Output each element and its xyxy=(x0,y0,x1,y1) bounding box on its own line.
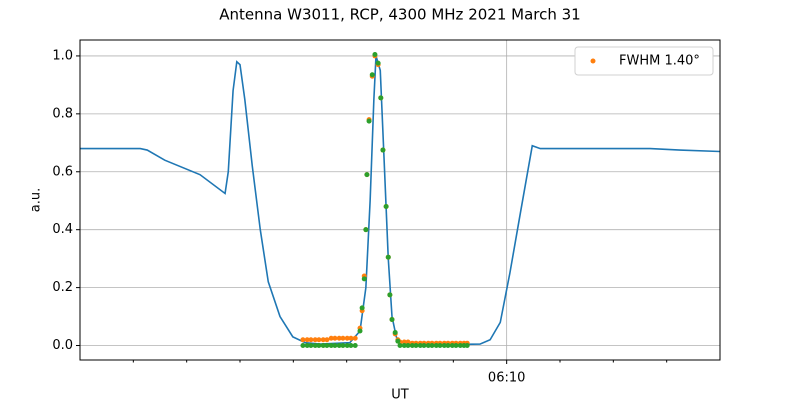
data-point xyxy=(300,337,306,343)
data-point xyxy=(401,343,407,349)
data-point xyxy=(405,339,411,345)
y-tick-label: 0.6 xyxy=(52,164,73,179)
data-point xyxy=(369,72,375,78)
y-tick-label: 0.0 xyxy=(52,338,73,353)
x-tick-label: 06:10 xyxy=(488,371,525,386)
data-point xyxy=(361,276,367,282)
data-point xyxy=(320,343,326,349)
data-point xyxy=(372,51,378,57)
data-point xyxy=(437,343,443,349)
data-point xyxy=(387,292,393,298)
data-point xyxy=(425,343,431,349)
data-point xyxy=(389,316,395,322)
data-point xyxy=(320,337,326,343)
data-point xyxy=(304,343,310,349)
data-point xyxy=(332,335,338,341)
y-tick-label: 0.2 xyxy=(52,280,73,295)
data-point xyxy=(316,343,322,349)
data-point xyxy=(429,343,435,349)
data-point xyxy=(300,343,306,349)
data-point xyxy=(375,60,381,66)
legend-box xyxy=(574,46,714,76)
data-point xyxy=(378,95,384,101)
data-point xyxy=(392,329,398,335)
data-point xyxy=(433,343,439,349)
data-point xyxy=(328,335,334,341)
data-point xyxy=(401,339,407,345)
data-point xyxy=(328,343,334,349)
data-point xyxy=(340,335,346,341)
data-point xyxy=(308,343,314,349)
plot-frame xyxy=(79,39,721,361)
data-point xyxy=(449,343,455,349)
y-tick-label: 0.4 xyxy=(52,222,73,237)
data-point xyxy=(359,305,365,311)
data-point xyxy=(417,343,423,349)
data-point xyxy=(405,343,411,349)
data-line xyxy=(80,55,720,346)
data-point xyxy=(348,343,354,349)
data-point xyxy=(395,338,401,344)
data-point xyxy=(445,343,451,349)
data-point xyxy=(453,343,459,349)
data-point xyxy=(364,172,370,178)
data-point xyxy=(304,337,310,343)
y-tick-label: 1.0 xyxy=(52,48,73,63)
data-point xyxy=(385,254,391,260)
legend-label: FWHM 1.40° xyxy=(619,54,700,69)
data-point xyxy=(366,118,372,124)
data-point xyxy=(352,343,358,349)
data-point xyxy=(413,343,419,349)
data-point xyxy=(383,204,389,210)
data-point xyxy=(324,343,330,349)
data-point xyxy=(363,227,369,233)
data-point xyxy=(316,337,322,343)
data-point xyxy=(344,335,350,341)
data-point xyxy=(409,343,415,349)
data-point xyxy=(312,343,318,349)
data-point xyxy=(332,343,338,349)
data-point xyxy=(336,343,342,349)
data-point xyxy=(397,343,403,349)
data-point xyxy=(380,147,386,153)
data-point xyxy=(312,337,318,343)
data-point xyxy=(421,343,427,349)
plot-layer xyxy=(80,51,720,349)
data-point xyxy=(352,335,358,341)
x-axis-label: UT xyxy=(391,388,409,400)
data-point xyxy=(308,337,314,343)
data-point xyxy=(441,343,447,349)
y-axis-label: a.u. xyxy=(29,188,44,212)
data-point xyxy=(457,343,463,349)
legend-marker xyxy=(590,58,596,64)
data-point xyxy=(344,343,350,349)
data-point xyxy=(357,328,363,334)
data-point xyxy=(324,337,330,343)
data-point xyxy=(348,335,354,341)
data-point xyxy=(340,343,346,349)
chart-title: Antenna W3011, RCP, 4300 MHz 2021 March … xyxy=(219,6,580,24)
y-tick-label: 0.8 xyxy=(52,106,73,121)
data-point xyxy=(336,335,342,341)
data-point xyxy=(464,343,470,349)
